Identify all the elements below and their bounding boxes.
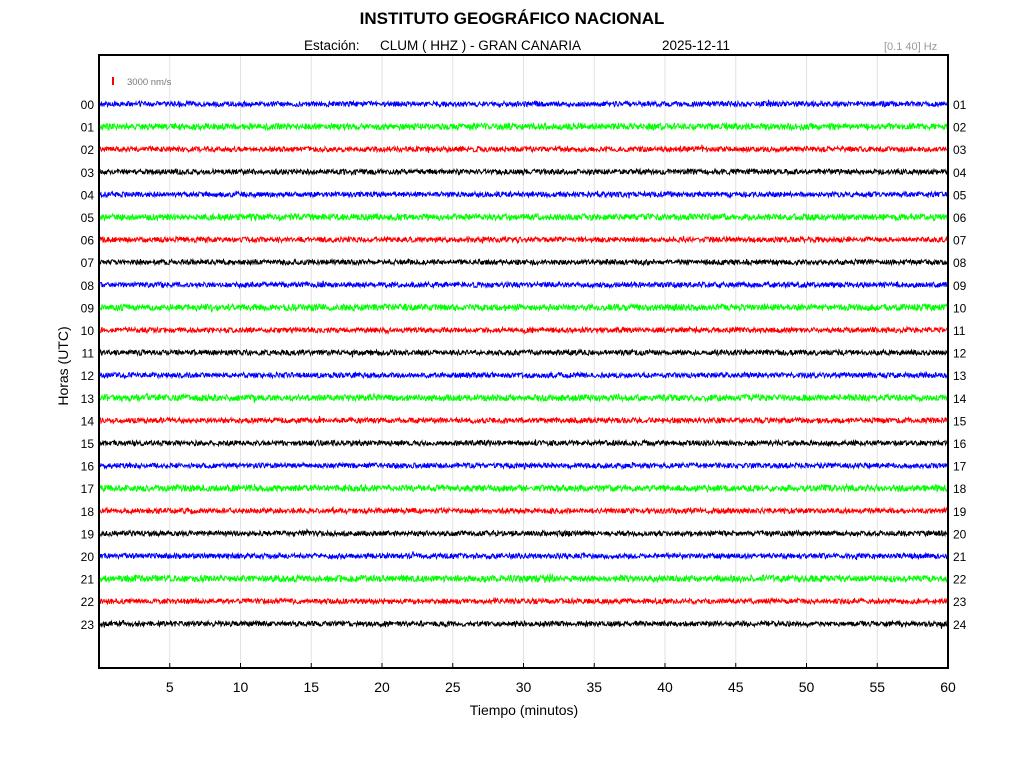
hour-label-right: 14 [953, 392, 967, 406]
seismic-trace [98, 144, 949, 154]
hour-label-left: 14 [81, 414, 95, 428]
x-tick-label: 5 [166, 679, 174, 695]
hour-label-right: 06 [953, 211, 967, 225]
grid-lines [169, 55, 878, 668]
hour-label-right: 18 [953, 482, 967, 496]
date-label: 2025-12-11 [662, 38, 731, 53]
seismic-trace [98, 619, 949, 629]
hour-label-right: 21 [953, 550, 967, 564]
seismic-trace [98, 189, 949, 199]
hour-label-left: 21 [81, 573, 95, 587]
scale-bar [112, 77, 114, 85]
seismic-trace [98, 482, 949, 493]
x-tick-label: 25 [445, 679, 461, 695]
hour-label-right: 17 [953, 460, 967, 474]
hour-label-right: 13 [953, 369, 967, 383]
x-tick-label: 30 [516, 679, 532, 695]
hour-label-left: 11 [82, 347, 95, 361]
hour-label-left: 16 [81, 460, 95, 474]
seismic-trace [98, 527, 949, 538]
x-tick-label: 50 [799, 679, 815, 695]
x-tick-label: 35 [586, 679, 602, 695]
hour-label-right: 04 [953, 166, 967, 180]
x-tick-label: 55 [869, 679, 885, 695]
seismic-trace [98, 348, 949, 358]
hour-label-right: 02 [953, 121, 967, 135]
scale-label: 3000 nm/s [127, 77, 172, 88]
hour-label-right: 24 [953, 618, 967, 632]
seismic-trace [98, 392, 949, 403]
seismic-trace [98, 302, 949, 313]
seismic-trace [98, 257, 949, 267]
seismic-trace [98, 461, 949, 471]
hour-label-right: 15 [953, 414, 967, 428]
hour-label-left: 20 [81, 550, 95, 564]
seismic-trace [98, 121, 949, 132]
hour-label-right: 07 [953, 234, 967, 248]
hour-label-left: 01 [81, 121, 95, 135]
hour-label-left: 05 [81, 211, 95, 225]
chart-title: INSTITUTO GEOGRÁFICO NACIONAL [359, 9, 665, 28]
seismic-trace [98, 370, 949, 380]
hour-label-right: 23 [953, 595, 967, 609]
filter-band-label: [0.1 40] Hz [884, 41, 938, 53]
hour-label-left: 00 [81, 98, 95, 112]
hour-label-left: 07 [81, 256, 95, 270]
hour-label-right: 11 [953, 324, 966, 338]
seismic-trace [98, 99, 949, 109]
hour-label-left: 18 [81, 505, 95, 519]
hour-label-left: 22 [81, 595, 95, 609]
seismic-trace [98, 212, 949, 222]
hour-label-right: 10 [953, 301, 967, 315]
x-tick-label: 10 [233, 679, 249, 695]
y-axis-label: Horas (UTC) [55, 326, 71, 405]
hour-label-left: 06 [81, 234, 95, 248]
hour-label-right: 22 [953, 573, 967, 587]
hour-label-left: 03 [81, 166, 95, 180]
hour-label-right: 05 [953, 188, 967, 202]
station-name: CLUM ( HHZ ) - GRAN CANARIA [380, 38, 582, 53]
hour-label-left: 12 [81, 369, 95, 383]
hour-label-left: 04 [81, 188, 95, 202]
hour-label-left: 17 [81, 482, 95, 496]
hour-label-left: 19 [81, 527, 95, 541]
hour-label-left: 23 [81, 618, 95, 632]
hour-label-right: 19 [953, 505, 967, 519]
x-tick-label: 20 [374, 679, 390, 695]
station-label: Estación: [304, 38, 360, 53]
hour-label-right: 16 [953, 437, 967, 451]
axis-labels: 5 10 15 20 25 30 35 40 45 50 55 60 00 01 01 02 02 03 03 04 0… [81, 98, 967, 695]
seismic-trace [98, 280, 949, 290]
seismic-trace [98, 573, 949, 585]
hour-label-right: 01 [953, 98, 967, 112]
seismic-trace [98, 325, 949, 335]
hour-label-left: 02 [81, 143, 95, 157]
hour-label-right: 03 [953, 143, 967, 157]
trace-group [98, 99, 949, 629]
x-tick-label: 40 [657, 679, 673, 695]
hour-label-left: 09 [81, 301, 95, 315]
seismic-trace [98, 506, 949, 516]
x-axis-label: Tiempo (minutos) [470, 702, 578, 718]
seismic-trace [98, 415, 949, 425]
seismic-trace [98, 235, 949, 245]
seismic-trace [98, 551, 949, 561]
seismic-trace [98, 596, 949, 606]
x-tick-label: 45 [728, 679, 744, 695]
seismic-trace [98, 167, 949, 177]
hour-label-right: 08 [953, 256, 967, 270]
hour-label-left: 15 [81, 437, 95, 451]
hour-label-left: 10 [81, 324, 95, 338]
seismic-trace [98, 438, 949, 448]
x-tick-label: 15 [303, 679, 319, 695]
x-tick-label: 60 [940, 679, 956, 695]
hour-label-left: 08 [81, 279, 95, 293]
hour-label-left: 13 [81, 392, 95, 406]
hour-label-right: 09 [953, 279, 967, 293]
hour-label-right: 20 [953, 527, 967, 541]
hour-label-right: 12 [953, 347, 967, 361]
